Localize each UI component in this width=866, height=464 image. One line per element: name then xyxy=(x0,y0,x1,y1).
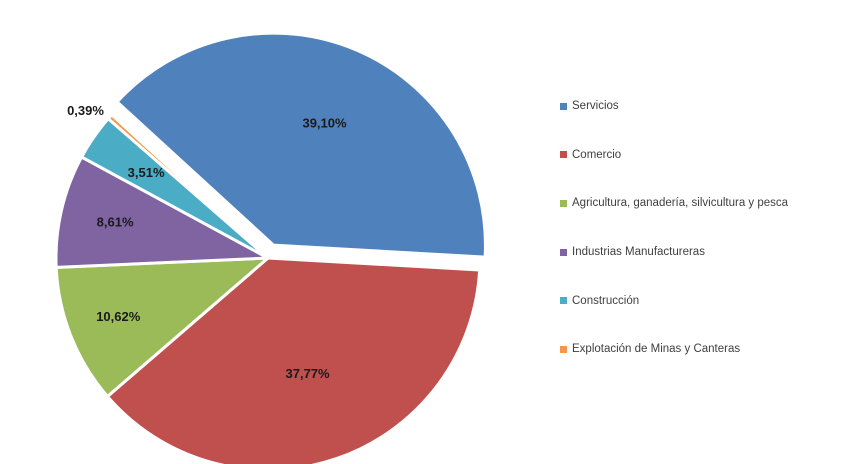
slice-label-2: 10,62% xyxy=(96,309,141,324)
legend-swatch xyxy=(560,199,567,207)
legend-item-agricultura: Agricultura, ganadería, silvicultura y p… xyxy=(560,179,866,228)
slice-label-0: 39,10% xyxy=(302,115,347,130)
pie-slice-2 xyxy=(54,256,273,399)
legend: Servicios Comercio Agricultura, ganaderí… xyxy=(560,82,866,374)
legend-item-comercio: Comercio xyxy=(560,131,866,180)
slice-label-3: 8,61% xyxy=(97,214,134,229)
legend-item-servicios: Servicios xyxy=(560,82,866,131)
legend-label: Comercio xyxy=(572,148,622,161)
pie-slice-5 xyxy=(106,112,270,260)
legend-swatch xyxy=(560,248,567,256)
legend-swatch xyxy=(560,102,567,110)
legend-swatch xyxy=(560,297,567,305)
slice-label-5: 0,39% xyxy=(67,103,104,118)
slice-label-4: 3,51% xyxy=(128,165,165,180)
pie-slice-0 xyxy=(114,31,487,259)
legend-label: Agricultura, ganadería, silvicultura y p… xyxy=(572,197,789,210)
legend-label: Explotación de Minas y Canteras xyxy=(572,343,741,356)
pie-slice-3 xyxy=(54,154,274,269)
legend-item-industrias: Industrias Manufactureras xyxy=(560,228,866,277)
legend-label: Construcción xyxy=(572,294,640,307)
legend-swatch xyxy=(560,345,567,353)
slice-label-1: 37,77% xyxy=(286,366,331,381)
legend-label: Servicios xyxy=(572,100,619,113)
pie-slice-1 xyxy=(105,256,482,464)
legend-swatch xyxy=(560,151,567,159)
legend-label: Industrias Manufactureras xyxy=(572,246,705,259)
legend-item-explotacion: Explotación de Minas y Canteras xyxy=(560,325,866,374)
legend-item-construccion: Construcción xyxy=(560,276,866,325)
